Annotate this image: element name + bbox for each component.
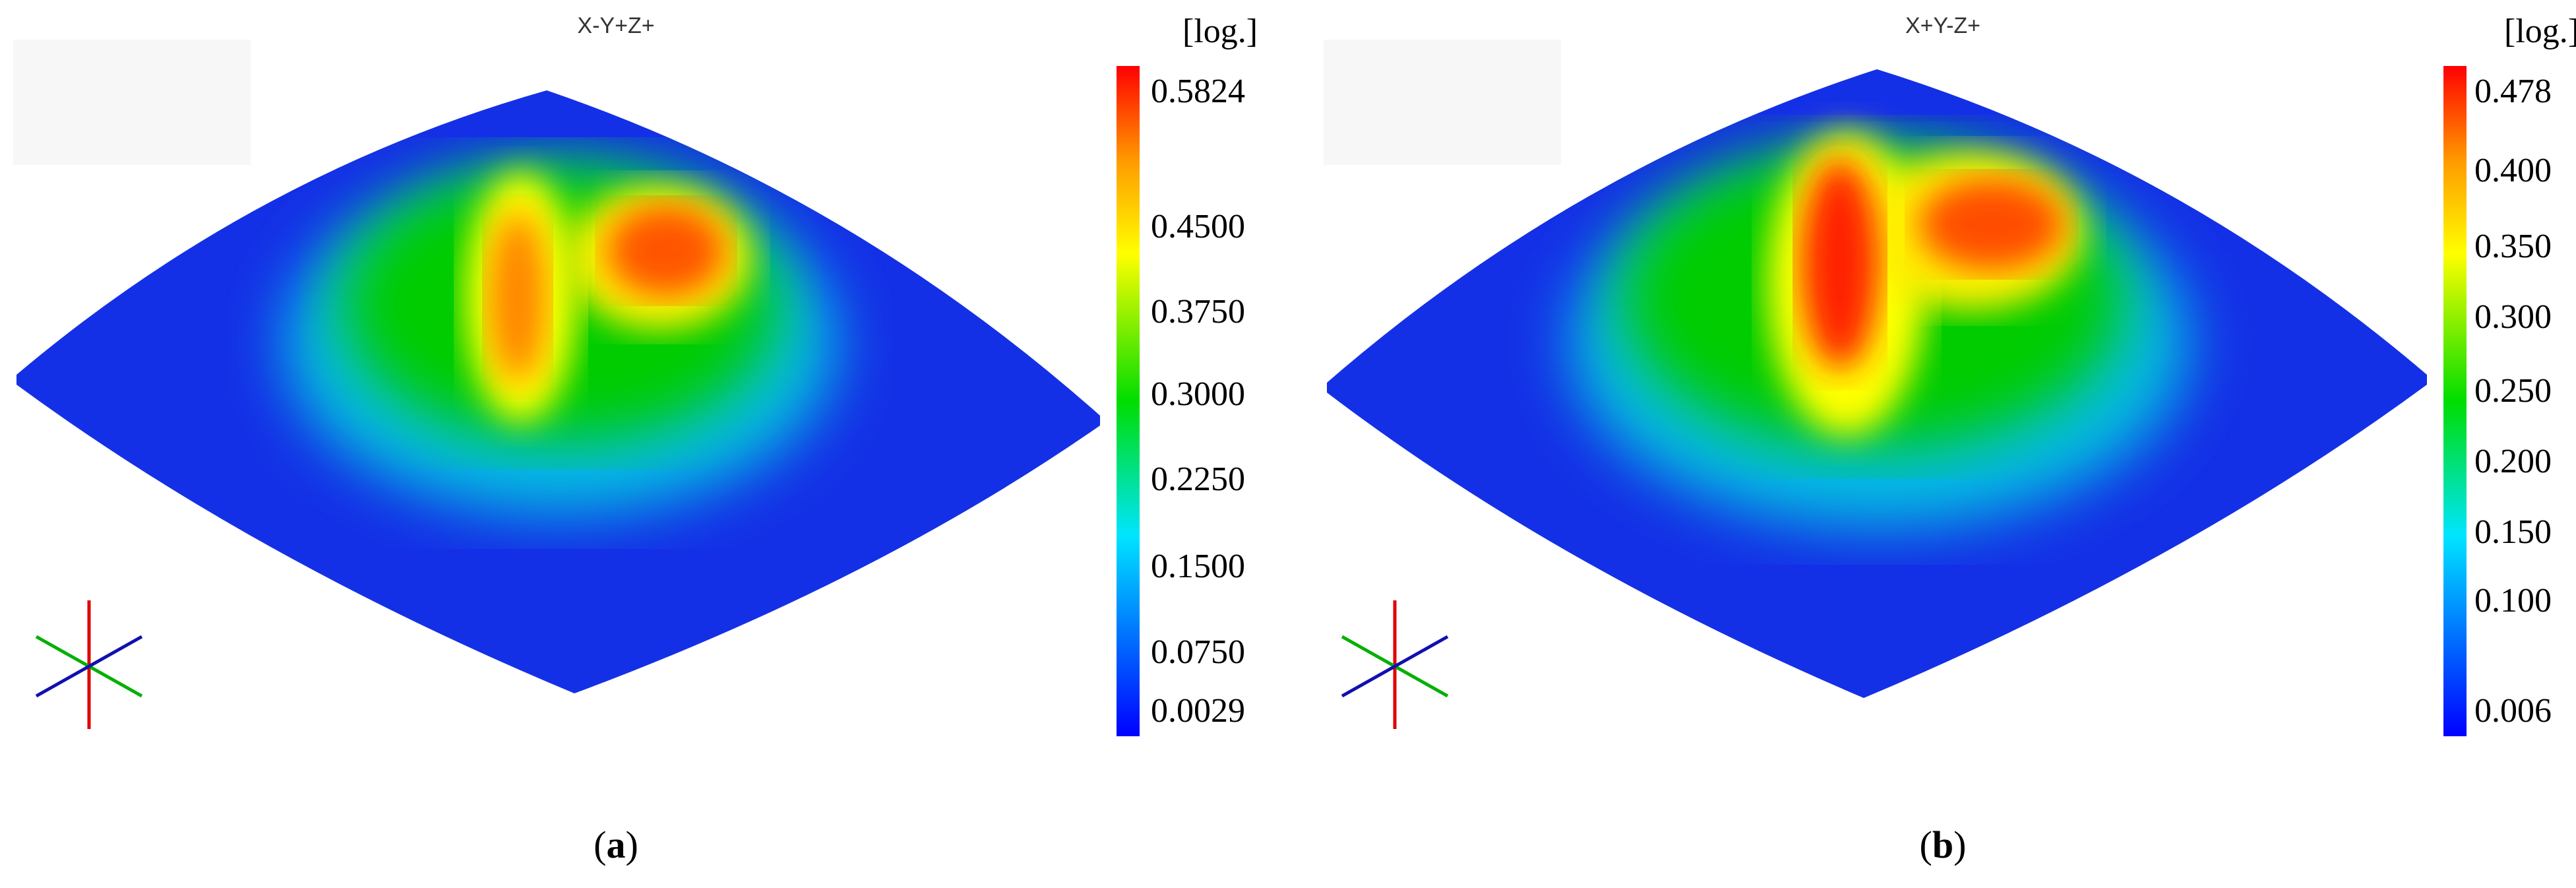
colorbar-tick-label: 0.400 bbox=[2474, 152, 2552, 189]
caption-part: ) bbox=[1953, 823, 1967, 866]
colorbar-tick-label: 0.0029 bbox=[1151, 692, 1245, 730]
colorbar-tick-label: 0.3750 bbox=[1151, 293, 1245, 331]
colorbar-tick-label: 0.100 bbox=[2474, 582, 2552, 619]
colorbar-tick-label: 0.478 bbox=[2474, 73, 2552, 110]
contour-field bbox=[284, 165, 838, 515]
colorbar-tick-label: 0.1500 bbox=[1151, 548, 1245, 585]
colorbar bbox=[1117, 66, 1140, 736]
colorbar-tick-label: 0.250 bbox=[2474, 372, 2552, 410]
view-label: X-Y+Z+ bbox=[577, 13, 655, 38]
colorbar bbox=[2443, 66, 2467, 736]
colorbar-tick-label: 0.4500 bbox=[1151, 208, 1245, 245]
contour-blob bbox=[1800, 158, 1880, 369]
caption: (b) bbox=[1920, 826, 1967, 864]
colorbar-tick-label: 0.3000 bbox=[1151, 375, 1245, 413]
caption: (a) bbox=[594, 826, 638, 864]
colorbar-tick-label: 0.350 bbox=[2474, 228, 2552, 265]
contour-field bbox=[1570, 132, 2190, 528]
panel-placeholder bbox=[1324, 40, 1561, 165]
colorbar-tick-label: 0.200 bbox=[2474, 443, 2552, 480]
colorbar-tick-label: 0.150 bbox=[2474, 513, 2552, 551]
panel-placeholder bbox=[13, 40, 251, 165]
contour-blob bbox=[607, 205, 725, 297]
caption-part: ( bbox=[1919, 823, 1932, 866]
caption-part: ) bbox=[625, 823, 638, 866]
caption-part: a bbox=[606, 823, 626, 866]
colorbar-unit: [log.] bbox=[1182, 13, 1258, 50]
caption-part: b bbox=[1932, 823, 1954, 866]
caption-part: ( bbox=[594, 823, 607, 866]
contour-blob bbox=[488, 211, 547, 383]
axis-b bbox=[1341, 635, 1449, 698]
colorbar-tick-label: 0.5824 bbox=[1151, 73, 1245, 110]
contour-blob bbox=[1919, 178, 2064, 270]
view-label: X+Y-Z+ bbox=[1905, 13, 1981, 38]
axis-b bbox=[35, 635, 143, 698]
colorbar-tick-label: 0.0750 bbox=[1151, 633, 1245, 671]
colorbar-tick-label: 0.006 bbox=[2474, 692, 2552, 730]
colorbar-tick-label: 0.300 bbox=[2474, 298, 2552, 336]
colorbar-unit: [log.] bbox=[2504, 13, 2576, 50]
colorbar-tick-label: 0.2250 bbox=[1151, 460, 1245, 498]
